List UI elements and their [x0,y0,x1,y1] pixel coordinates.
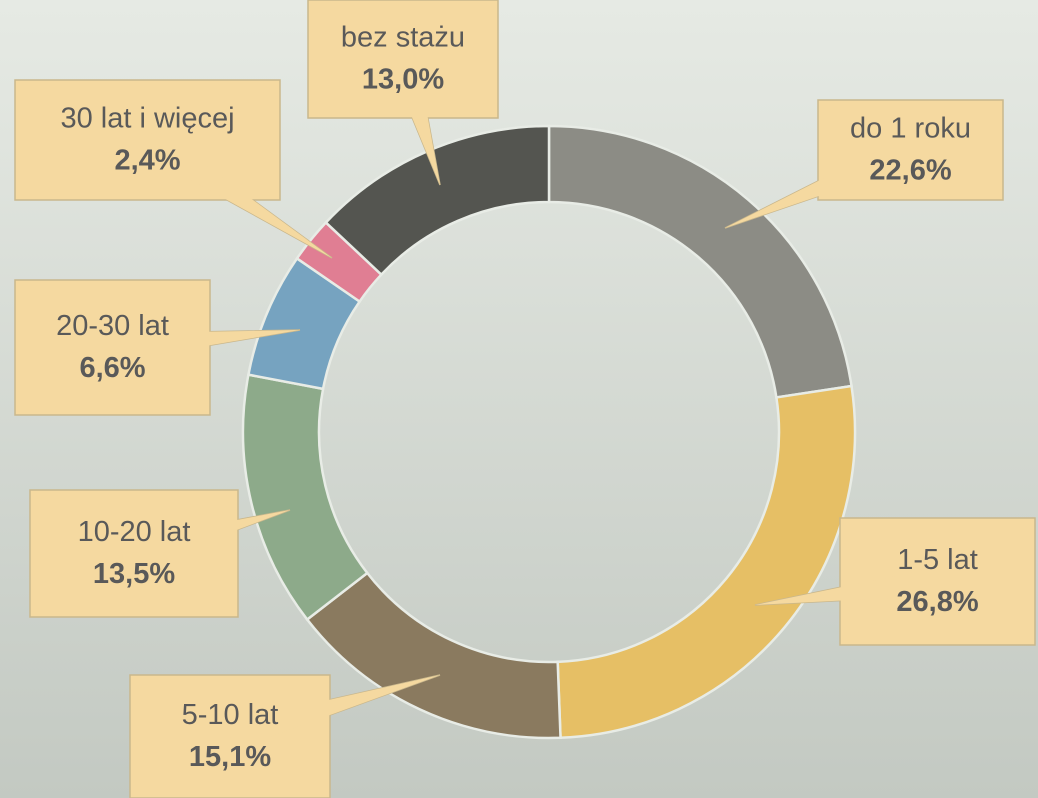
callout-pointer-fill [755,567,940,605]
slice [324,124,551,277]
callout-pointer-fill [725,137,916,228]
slice-label: 1-5 lat [897,544,978,576]
value-label: 15,1% [189,741,271,773]
slice-label: do 1 roku [850,113,971,145]
callout-pointer-fill [139,128,332,258]
value-label: 6,6% [79,352,145,384]
slice-label: bez stażu [341,22,465,54]
value-label: 2,4% [114,145,180,177]
slice-label: 30 lat i więcej [60,103,234,135]
callout-pointer-fill [226,675,440,750]
slice-label: 5-10 lat [182,699,279,731]
value-label: 26,8% [896,586,978,618]
slice [556,384,857,740]
slice-label: 10-20 lat [78,516,191,548]
callout-pointer-fill [130,510,290,567]
callout-pointer-fill [389,55,440,185]
value-label: 13,0% [362,64,444,96]
slice-label: 20-30 lat [56,310,169,342]
callout-pointer-fill [111,330,300,362]
value-label: 22,6% [869,155,951,187]
value-label: 13,5% [93,558,175,590]
